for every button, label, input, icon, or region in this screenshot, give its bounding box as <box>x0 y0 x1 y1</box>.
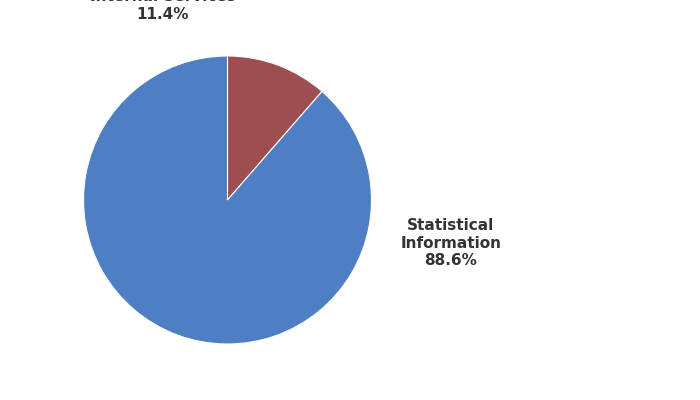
Wedge shape <box>228 56 322 200</box>
Text: Statistical
Information
88.6%: Statistical Information 88.6% <box>400 218 501 268</box>
Text: Internal Services
11.4%: Internal Services 11.4% <box>90 0 236 22</box>
Wedge shape <box>83 56 372 344</box>
